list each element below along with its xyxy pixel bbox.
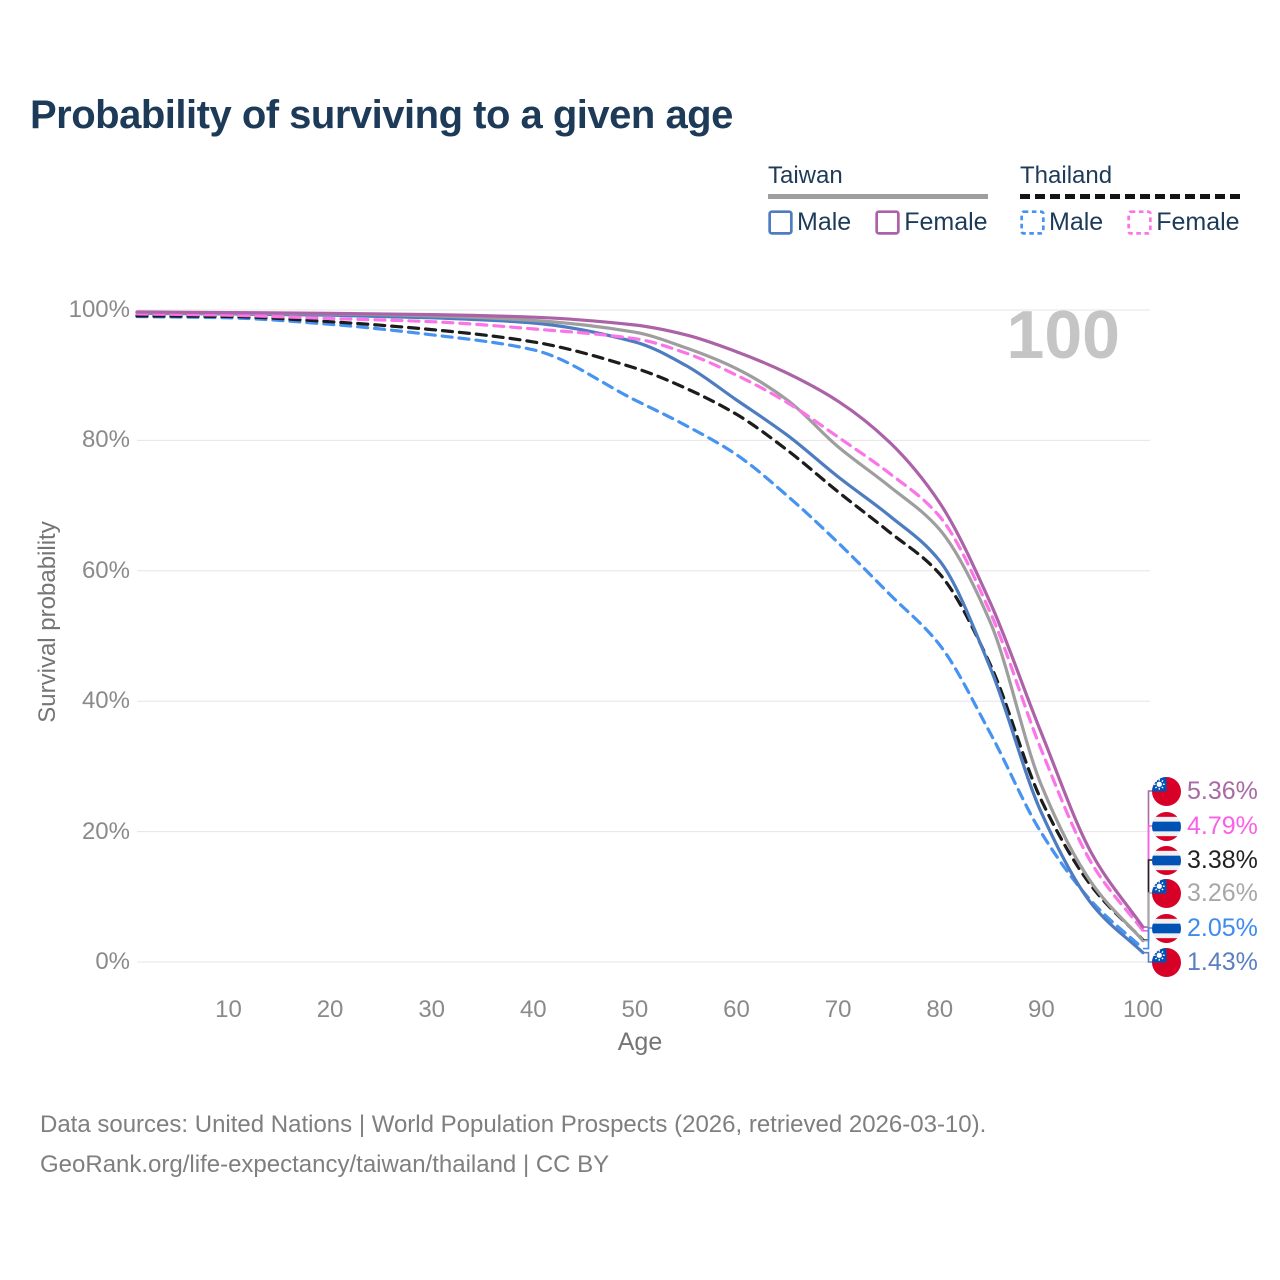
y-tick-60%: 60% [81, 556, 130, 584]
end-value-thailand-female: 4.79% [1187, 811, 1258, 840]
end-value-thailand-male: 2.05% [1187, 913, 1258, 942]
y-tick-80%: 80% [81, 426, 130, 454]
y-tick-0%: 0% [95, 948, 130, 975]
x-tick-50: 50 [621, 996, 649, 1023]
x-tick-20: 20 [316, 996, 344, 1023]
legend-country-linestyle-thailand [1020, 194, 1240, 199]
y-tick-20%: 20% [81, 817, 130, 845]
thailand-flag-icon [1152, 913, 1181, 943]
series-line-thailand-female [135, 312, 1145, 933]
end-value-taiwan-male: 1.43% [1187, 947, 1258, 976]
legend-swatch-taiwan-male [768, 210, 793, 235]
end-label-thailand: 3.38% [1152, 845, 1258, 875]
legend-group-taiwan: Taiwan Male Female [768, 162, 988, 237]
footer: Data sources: United Nations | World Pop… [40, 1105, 986, 1185]
x-tick-10: 10 [215, 996, 242, 1023]
series-line-taiwan [135, 311, 1145, 943]
legend-item-taiwan-male[interactable]: Male [768, 208, 851, 237]
footer-source-line: Data sources: United Nations | World Pop… [40, 1111, 987, 1138]
legend-group-thailand: Thailand Male Female [1020, 162, 1240, 237]
x-tick-60: 60 [723, 996, 750, 1023]
legend-label-taiwan-male: Male [797, 208, 852, 236]
legend-country-thailand: Thailand [1020, 162, 1113, 189]
x-tick-30: 30 [418, 996, 446, 1023]
legend-label-taiwan-female: Female [904, 208, 988, 236]
legend-item-taiwan-female[interactable]: Female [875, 208, 988, 237]
x-tick-90: 90 [1028, 996, 1055, 1023]
series-line-thailand-male [135, 314, 1145, 951]
x-tick-70: 70 [824, 996, 852, 1023]
end-label-taiwan-male: 1.43% [1152, 947, 1258, 977]
legend-swatch-taiwan-female [875, 210, 900, 235]
footer-link-line: GeoRank.org/life-expectancy/taiwan/thail… [40, 1151, 610, 1178]
end-label-thailand-female: 4.79% [1152, 811, 1258, 841]
series-line-thailand [135, 314, 1145, 942]
legend-label-thailand-female: Female [1156, 208, 1240, 236]
end-label-taiwan: 3.26% [1152, 878, 1258, 908]
x-tick-40: 40 [519, 996, 547, 1023]
series-line-taiwan-male [135, 311, 1145, 955]
taiwan-flag-icon [1152, 878, 1181, 908]
y-axis-title: Survival probability [34, 521, 61, 723]
chart-title: Probability of surviving to a given age [30, 93, 733, 137]
legend-country-linestyle-taiwan [768, 194, 988, 199]
end-label-thailand-male: 2.05% [1152, 913, 1258, 943]
end-value-thailand: 3.38% [1187, 845, 1258, 874]
legend-swatch-thailand-female [1127, 210, 1152, 235]
legend-country-taiwan: Taiwan [768, 162, 843, 189]
y-tick-100%: 100% [68, 296, 130, 323]
end-value-taiwan-female: 5.36% [1187, 776, 1258, 805]
thailand-flag-icon [1152, 811, 1181, 841]
thailand-flag-icon [1152, 845, 1181, 875]
taiwan-flag-icon [1152, 776, 1181, 806]
age-indicator: 100 [1006, 297, 1120, 373]
taiwan-flag-icon [1152, 947, 1181, 977]
x-tick-80: 80 [926, 996, 954, 1023]
legend-label-thailand-male: Male [1049, 208, 1104, 236]
legend-item-thailand-female[interactable]: Female [1127, 208, 1240, 237]
y-tick-40%: 40% [81, 687, 130, 715]
series-line-taiwan-female [135, 310, 1145, 929]
legend-swatch-thailand-male [1020, 210, 1045, 235]
legend-item-thailand-male[interactable]: Male [1020, 208, 1103, 237]
x-tick-100: 100 [1122, 996, 1164, 1023]
end-label-taiwan-female: 5.36% [1152, 776, 1258, 806]
end-value-taiwan: 3.26% [1187, 878, 1258, 907]
x-axis-title: Age [617, 1028, 663, 1056]
